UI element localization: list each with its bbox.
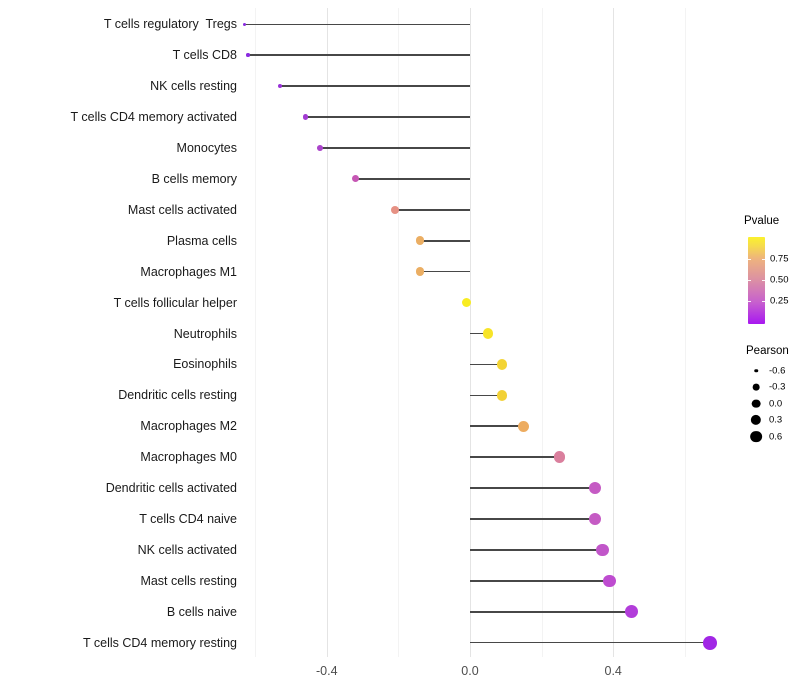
lollipop-dot xyxy=(496,390,508,401)
pearson-legend-dot xyxy=(754,368,758,373)
gridline-major xyxy=(470,8,471,657)
x-tick-label: -0.4 xyxy=(316,664,338,678)
lollipop-dot xyxy=(596,543,609,557)
colorbar-tick xyxy=(748,259,751,260)
colorbar-tick xyxy=(748,280,751,281)
lollipop-stem xyxy=(470,641,710,644)
lollipop-stem xyxy=(280,85,470,87)
lollipop-stem xyxy=(355,178,470,180)
lollipop-stem xyxy=(248,54,470,56)
lollipop-stem xyxy=(305,116,470,118)
y-axis-label: Eosinophils xyxy=(173,357,237,372)
colorbar-tick xyxy=(762,280,765,281)
pvalue-colorbar xyxy=(748,237,765,324)
colorbar-tick xyxy=(762,301,765,302)
pvalue-tick-075: 0.75 xyxy=(770,253,789,265)
pearson-legend-label: 0.3 xyxy=(769,414,783,426)
lollipop-dot xyxy=(390,205,399,214)
lollipop-dot xyxy=(246,53,250,57)
lollipop-stem xyxy=(470,518,596,520)
y-axis-label: T cells CD4 memory resting xyxy=(83,635,237,650)
y-axis-label: T cells regulatory Tregs xyxy=(103,17,237,32)
gridline-minor xyxy=(255,8,257,657)
gridline-major xyxy=(613,8,615,657)
lollipop-dot xyxy=(415,236,425,246)
lollipop-dot xyxy=(242,22,247,27)
colorbar-tick xyxy=(762,259,765,260)
pearson-legend-dot xyxy=(750,430,762,443)
lollipop-stem xyxy=(244,23,470,26)
lollipop-dot xyxy=(415,267,425,276)
y-axis-label: T cells CD8 xyxy=(172,48,237,63)
lollipop-dot xyxy=(278,84,283,89)
lollipop-dot xyxy=(518,420,530,432)
x-tick-label: 0.0 xyxy=(461,664,479,678)
y-axis-label: NK cells resting xyxy=(150,79,237,94)
y-axis-label: B cells memory xyxy=(151,171,237,186)
y-axis-label: Dendritic cells activated xyxy=(105,481,237,496)
y-axis-label: Neutrophils xyxy=(173,326,237,341)
y-axis-label: B cells naive xyxy=(166,604,237,619)
lollipop-dot xyxy=(496,359,508,370)
gridline-major xyxy=(326,8,328,657)
lollipop-dot xyxy=(302,114,308,120)
y-axis-label: Dendritic cells resting xyxy=(118,388,237,403)
y-axis-label: T cells CD4 memory activated xyxy=(70,110,238,125)
y-axis-label: Mast cells activated xyxy=(127,202,237,217)
gridline-minor xyxy=(398,8,400,657)
pearson-legend-title: Pearson xyxy=(746,345,789,357)
y-axis-label: Mast cells resting xyxy=(140,573,237,588)
lollipop-stem xyxy=(470,549,603,551)
lollipop-dot xyxy=(702,635,717,650)
lollipop-dot xyxy=(589,481,602,495)
pearson-legend-label: 0.6 xyxy=(769,431,783,443)
pearson-legend-dot xyxy=(751,399,761,409)
lollipop-stem xyxy=(470,580,610,582)
lollipop-stem xyxy=(470,610,632,613)
pearson-legend-dot xyxy=(752,383,760,391)
lollipop-stem xyxy=(419,239,470,242)
gridline-minor xyxy=(684,8,686,657)
lollipop-stem xyxy=(470,487,596,489)
lollipop-dot xyxy=(624,605,638,619)
y-axis-label: Macrophages M2 xyxy=(140,419,237,434)
pvalue-legend-title: Pvalue xyxy=(744,215,780,227)
lollipop-dot xyxy=(482,328,494,339)
pearson-legend-label: -0.3 xyxy=(769,381,786,393)
y-axis-label: T cells CD4 naive xyxy=(139,512,237,527)
lollipop-stem xyxy=(470,425,524,428)
y-axis-label: Macrophages M1 xyxy=(140,264,237,279)
y-axis-label: Monocytes xyxy=(176,140,237,155)
lollipop-stem xyxy=(470,394,503,397)
lollipop-dot xyxy=(603,574,616,588)
lollipop-dot xyxy=(316,145,323,151)
pvalue-tick-050: 0.50 xyxy=(770,274,789,286)
lollipop-stem xyxy=(394,209,470,211)
pvalue-tick-025: 0.25 xyxy=(770,295,789,307)
pearson-legend-dot xyxy=(750,415,762,426)
lollipop-stem xyxy=(319,147,470,149)
lollipop-dot xyxy=(553,451,566,463)
y-axis-label: NK cells activated xyxy=(137,542,237,557)
lollipop-stem xyxy=(470,456,560,458)
lollipop-dot xyxy=(589,512,602,526)
lollipop-dot xyxy=(351,175,359,183)
lollipop-dot xyxy=(461,297,472,308)
x-tick-label: 0.4 xyxy=(604,664,622,678)
pearson-legend-label: -0.6 xyxy=(769,365,786,377)
lollipop-stem xyxy=(419,270,470,273)
y-axis-label: T cells follicular helper xyxy=(113,295,237,310)
gridline-minor xyxy=(541,8,543,657)
lollipop-stem xyxy=(470,363,503,366)
lollipop-stem xyxy=(470,332,488,335)
pearson-legend-label: 0.0 xyxy=(769,398,783,410)
y-axis-label: Plasma cells xyxy=(166,233,237,248)
colorbar-tick xyxy=(748,301,751,302)
y-axis-label: Macrophages M0 xyxy=(140,450,237,465)
